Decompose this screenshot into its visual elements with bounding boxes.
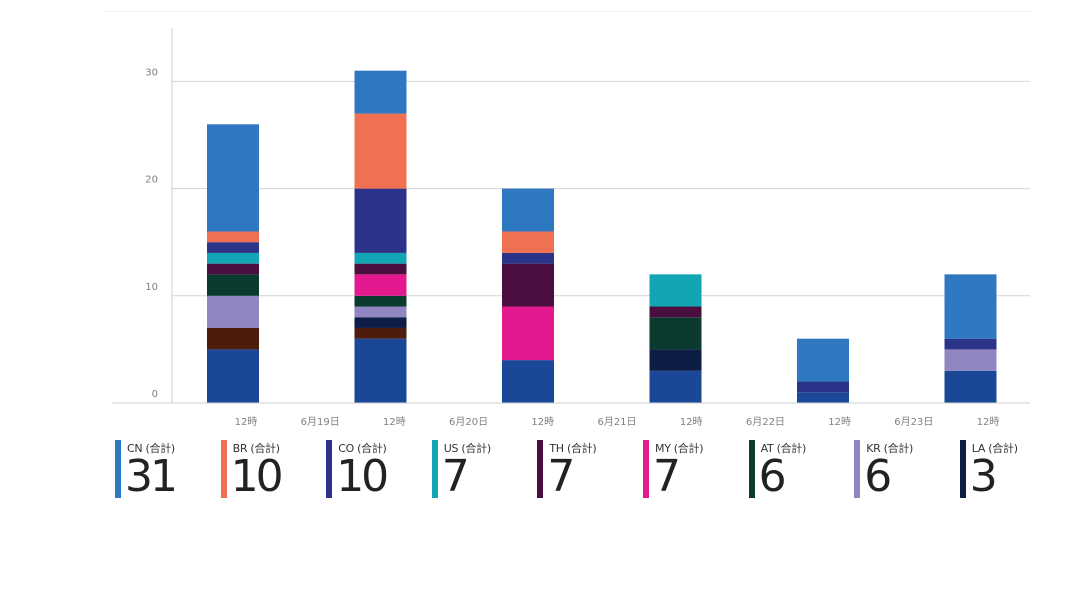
legend-label-kr: KR (合計) xyxy=(866,442,914,455)
y-tick-label-10: 10 xyxy=(145,282,158,293)
legend: CN (合計) 31 BR (合計) 10 CO (合計) 10 US (合計) 7 TH (合… xyxy=(115,440,1035,510)
x-tick-label-5: 6月21日 xyxy=(597,416,636,428)
bar-4-segment-co xyxy=(797,381,849,393)
bar-1-segment-at xyxy=(354,295,407,307)
x-tick-label-3: 6月20日 xyxy=(449,416,488,428)
legend-swatch-my xyxy=(643,440,649,498)
legend-label-my: MY (合計) xyxy=(655,442,704,455)
legend-swatch-br xyxy=(220,440,227,498)
bar-3-segment-la xyxy=(649,349,702,371)
bar-1-segment-cn xyxy=(354,70,407,114)
bar-2-segment-th xyxy=(502,263,554,307)
x-tick-label-9: 6月23日 xyxy=(894,416,933,428)
legend-item-at: AT (合計) 6 xyxy=(748,440,849,502)
bar-5-segment-co xyxy=(944,338,997,350)
bar-0-segment-cn xyxy=(207,124,259,232)
top-divider xyxy=(105,11,1030,12)
legend-item-th: TH (合計) 7 xyxy=(537,440,637,502)
bar-0-segment-us xyxy=(207,252,259,264)
x-tick-label-1: 6月19日 xyxy=(301,416,340,428)
bar-1-segment-dark-brown xyxy=(354,327,407,339)
legend-label-cn: CN (合計) xyxy=(127,442,175,455)
x-tick-label-8: 12時 xyxy=(828,416,851,428)
bar-1-segment-th xyxy=(354,263,407,275)
x-tick-label-6: 12時 xyxy=(680,416,703,428)
legend-swatch-th xyxy=(537,440,544,498)
legend-swatch-cn xyxy=(115,440,121,498)
bar-0-segment-bottom-blue xyxy=(207,349,259,403)
bar-1-segment-co xyxy=(354,188,407,253)
bar-1-segment-bottom-blue xyxy=(354,338,407,403)
bar-5-segment-kr xyxy=(944,349,997,371)
legend-total-cn: 31 xyxy=(125,451,178,502)
x-tick-label-2: 12時 xyxy=(383,416,406,428)
legend-item-br: BR (合計) 10 xyxy=(220,440,321,502)
legend-total-th: 7 xyxy=(547,451,575,502)
x-tick-label-0: 12時 xyxy=(235,416,258,428)
bar-1-segment-us xyxy=(354,252,407,264)
bar-1-segment-my xyxy=(354,274,407,296)
bar-5-segment-cn xyxy=(944,274,997,339)
gridlines xyxy=(172,80,1030,297)
axes: 0 10 20 30 12時 6月19日 12時 6月20日 12時 6月21日 12時 6月22日 1… xyxy=(112,28,1030,428)
legend-swatch-la xyxy=(959,440,966,498)
legend-total-la: 3 xyxy=(969,451,998,502)
bar-2-segment-br xyxy=(502,231,554,253)
bar-0-segment-co xyxy=(207,242,259,253)
legend-total-at: 6 xyxy=(758,451,787,502)
legend-label-co: CO (合計) xyxy=(338,442,387,455)
bar-2-segment-cn xyxy=(502,188,554,232)
legend-total-us: 7 xyxy=(441,451,470,502)
bar-2-segment-bottom-blue xyxy=(502,360,554,403)
y-tick-label-20: 20 xyxy=(145,175,158,186)
legend-total-br: 10 xyxy=(230,451,284,502)
bar-0-segment-kr xyxy=(207,295,259,328)
bar-3-segment-us xyxy=(649,274,702,307)
x-tick-label-4: 12時 xyxy=(531,416,554,428)
legend-item-co: CO (合計) 10 xyxy=(326,440,426,502)
legend-swatch-us xyxy=(431,440,438,498)
bar-0-segment-th xyxy=(207,263,259,275)
bar-4-segment-bottom-blue xyxy=(797,392,849,403)
x-tick-label-7: 6月22日 xyxy=(746,416,785,428)
legend-label-br: BR (合計) xyxy=(232,442,280,455)
bar-2-segment-my xyxy=(502,306,554,361)
legend-label-at: AT (合計) xyxy=(760,442,807,455)
bar-5-segment-bottom-blue xyxy=(944,370,997,403)
legend-total-my: 7 xyxy=(653,451,681,502)
bar-0-segment-dark-brown xyxy=(207,327,259,350)
legend-swatch-kr xyxy=(854,440,861,498)
bar-3-segment-th xyxy=(649,306,702,318)
legend-swatch-at xyxy=(748,440,755,498)
bars xyxy=(207,70,997,403)
legend-item-la: LA (合計) 3 xyxy=(959,440,1060,502)
legend-item-cn: CN (合計) 31 xyxy=(115,440,215,502)
bar-3-segment-at xyxy=(649,317,702,350)
bar-0-segment-br xyxy=(207,231,259,243)
legend-item-my: MY (合計) 7 xyxy=(643,440,743,502)
legend-item-us: US (合計) 7 xyxy=(431,440,532,502)
y-tick-label-30: 30 xyxy=(145,67,158,78)
bar-1-segment-kr xyxy=(354,306,407,318)
y-tick-label-0: 0 xyxy=(152,389,158,400)
legend-swatch-co xyxy=(326,440,333,498)
bar-0-segment-at xyxy=(207,274,259,296)
bar-3-segment-bottom-blue xyxy=(649,370,702,403)
stacked-bar-chart: 0 10 20 30 12時 6月19日 12時 6月20日 12時 6月21日 12時 6月22日 1… xyxy=(112,28,1030,428)
bar-2-segment-co xyxy=(502,252,554,264)
legend-label-us: US (合計) xyxy=(443,442,491,455)
legend-total-kr: 6 xyxy=(864,451,892,502)
bar-4-segment-cn xyxy=(797,338,849,382)
legend-item-kr: KR (合計) 6 xyxy=(854,440,954,502)
legend-label-th: TH (合計) xyxy=(549,442,597,455)
legend-total-co: 10 xyxy=(336,451,389,502)
bar-1-segment-la xyxy=(354,317,407,328)
legend-label-la: LA (合計) xyxy=(971,442,1018,455)
bar-1-segment-br xyxy=(354,113,407,189)
x-tick-label-10: 12時 xyxy=(977,416,1000,428)
